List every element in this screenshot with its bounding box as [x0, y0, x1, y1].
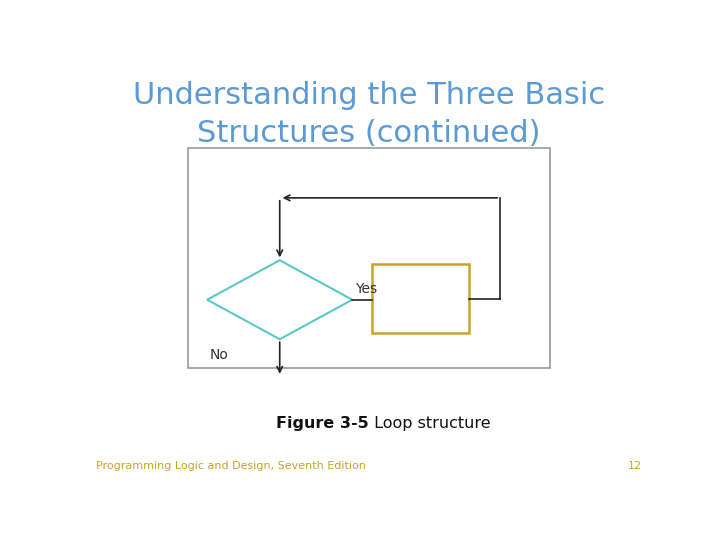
Text: No: No: [210, 348, 229, 362]
Text: Understanding the Three Basic: Understanding the Three Basic: [133, 82, 605, 111]
Text: 12: 12: [629, 461, 642, 471]
Text: Yes: Yes: [355, 282, 377, 296]
Text: Structures (continued): Structures (continued): [197, 119, 541, 148]
Bar: [372, 265, 469, 333]
Polygon shape: [207, 260, 352, 339]
Text: Programming Logic and Design, Seventh Edition: Programming Logic and Design, Seventh Ed…: [96, 461, 366, 471]
Bar: [188, 148, 550, 368]
Text: Loop structure: Loop structure: [369, 416, 490, 431]
Text: Figure 3-5: Figure 3-5: [276, 416, 369, 431]
